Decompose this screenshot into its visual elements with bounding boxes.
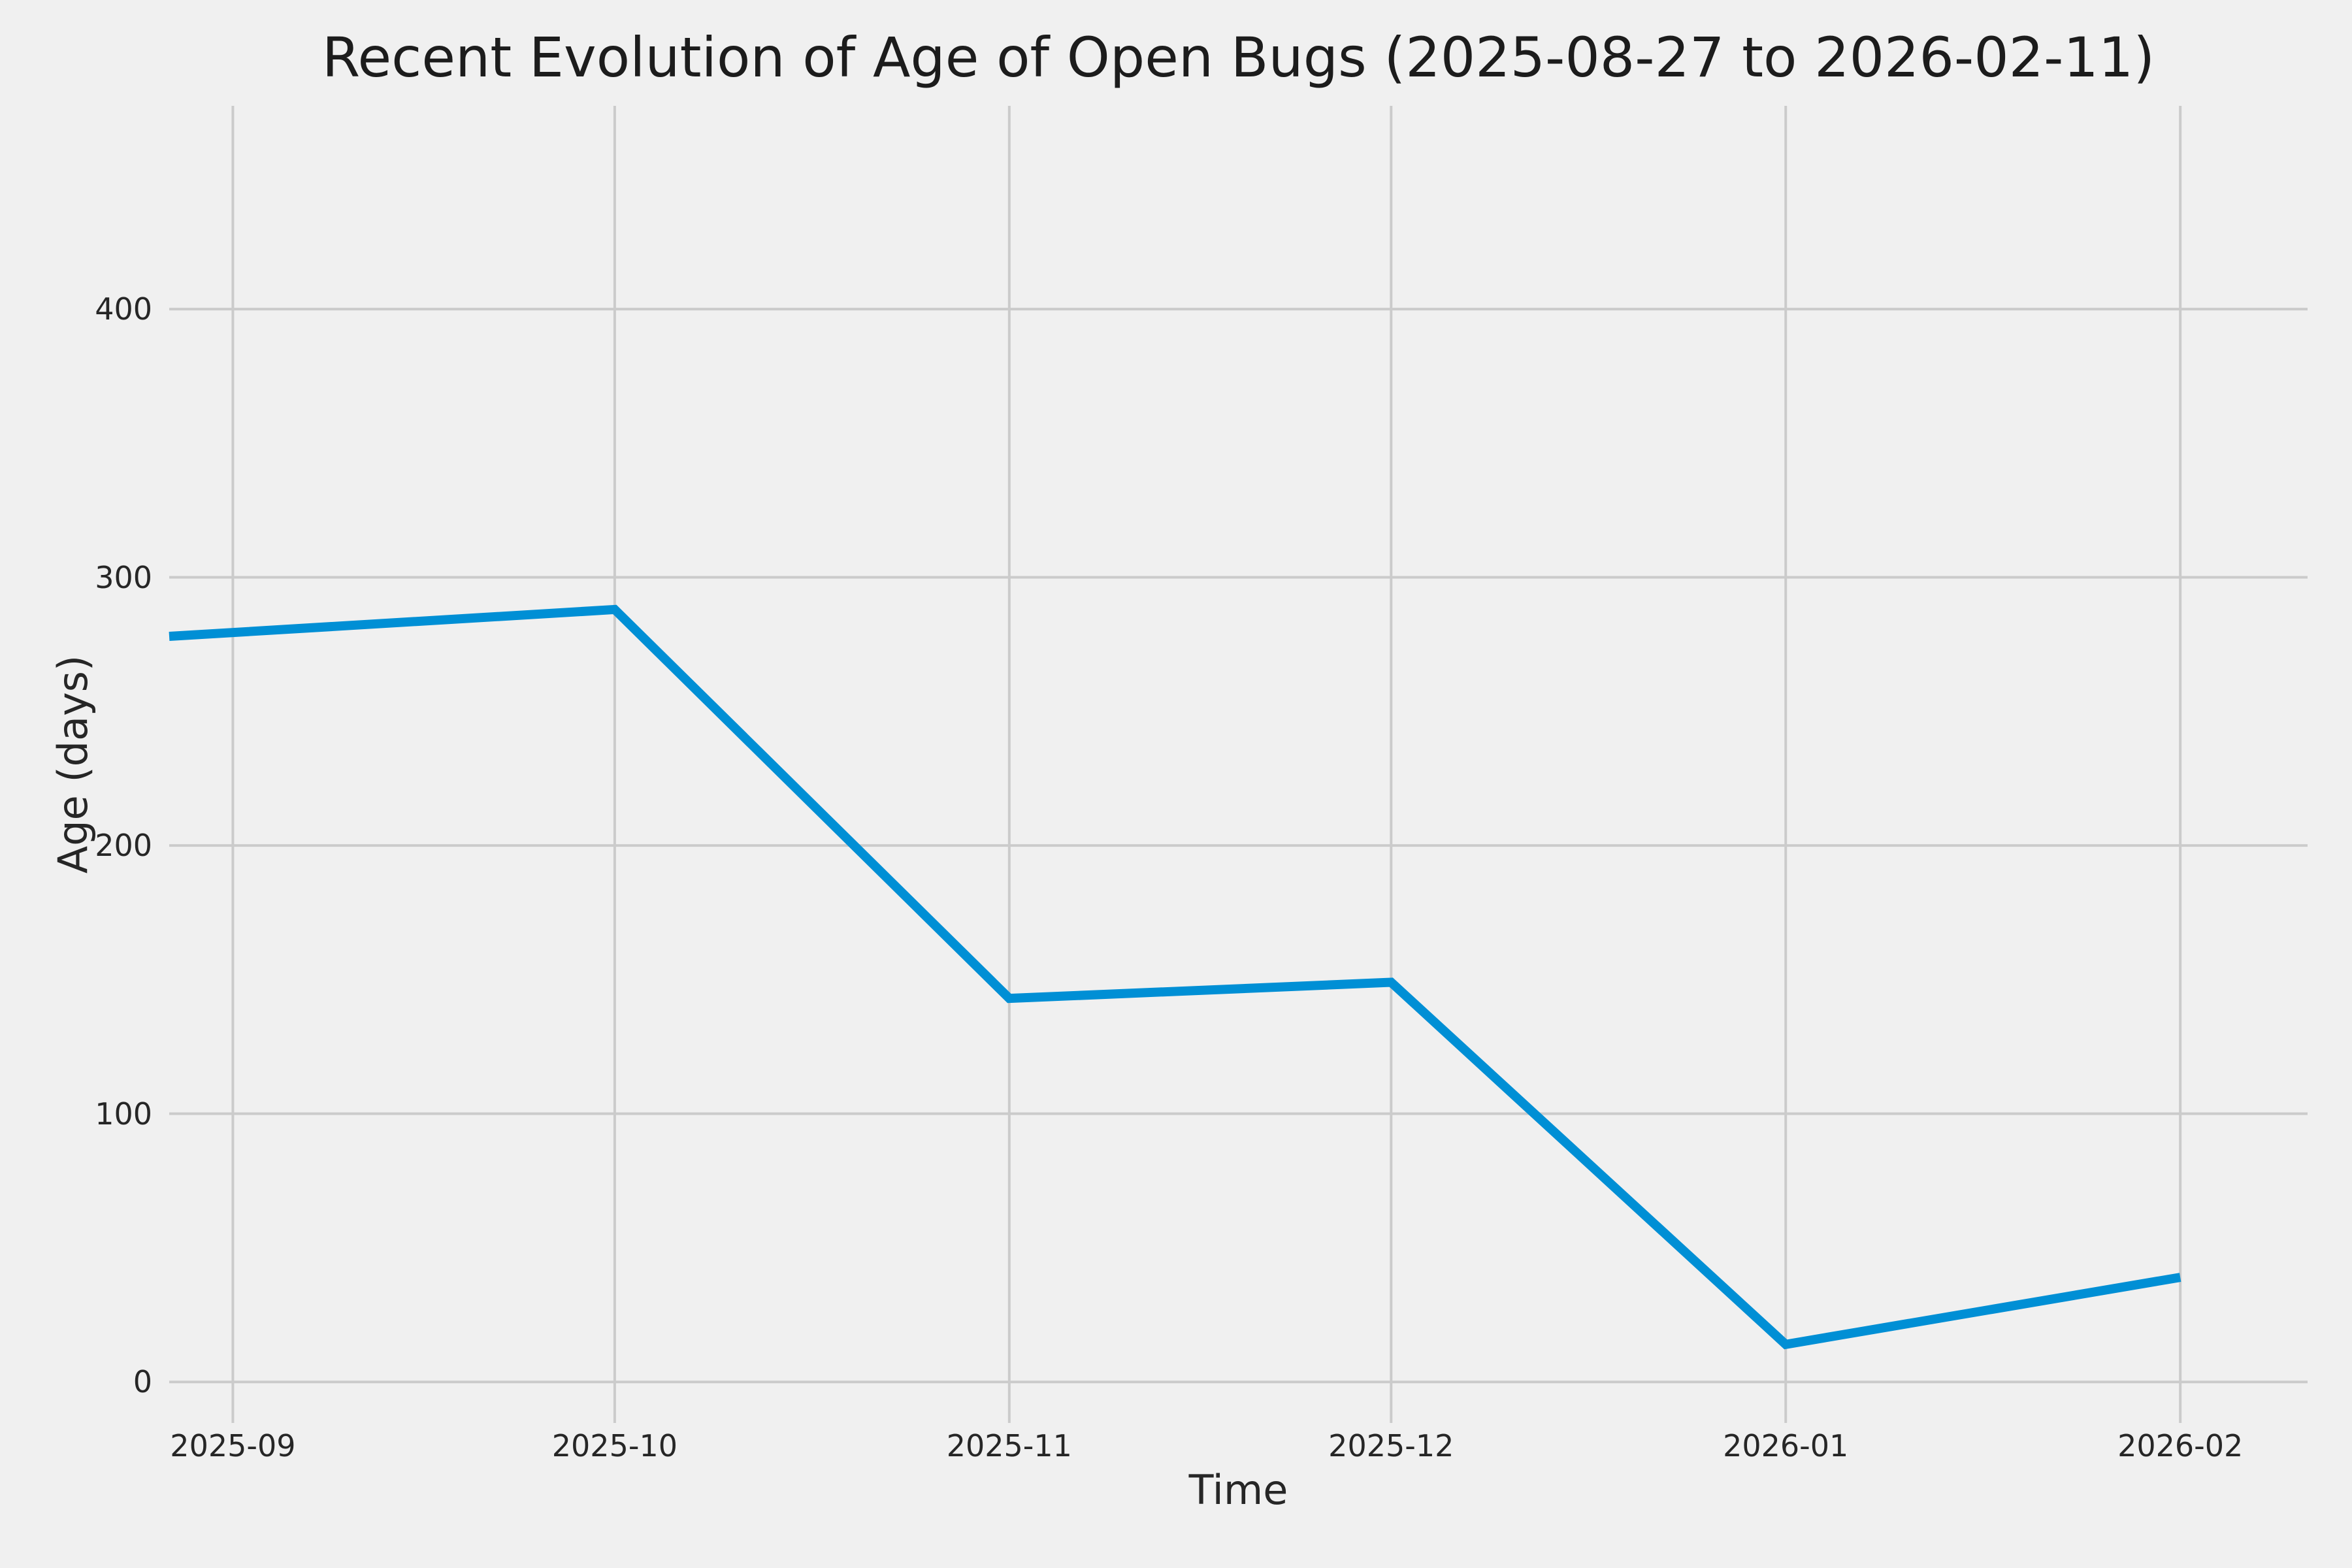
y-tick-label-300: 300 — [95, 559, 152, 595]
y-tick-label-400: 400 — [95, 291, 152, 327]
x-tick-label-2025-10: 2025-10 — [551, 1428, 678, 1463]
chart-title: Recent Evolution of Age of Open Bugs (20… — [321, 25, 2155, 90]
x-tick-label-2026-02: 2026-02 — [2117, 1428, 2244, 1463]
x-tick-label-2025-11: 2025-11 — [946, 1428, 1072, 1463]
x-tick-label-2025-09: 2025-09 — [170, 1428, 296, 1463]
x-tick-label-2025-12: 2025-12 — [1328, 1428, 1454, 1463]
bugs-age-line — [169, 604, 2181, 1350]
y-tick-label-0: 0 — [133, 1364, 152, 1400]
x-axis-label: Time — [1188, 1466, 1288, 1514]
x-tick-label-2026-01: 2026-01 — [1723, 1428, 1849, 1463]
y-axis-label: Age (days) — [49, 655, 97, 874]
y-tick-label-100: 100 — [95, 1096, 152, 1132]
y-tick-label-200: 200 — [95, 828, 152, 864]
